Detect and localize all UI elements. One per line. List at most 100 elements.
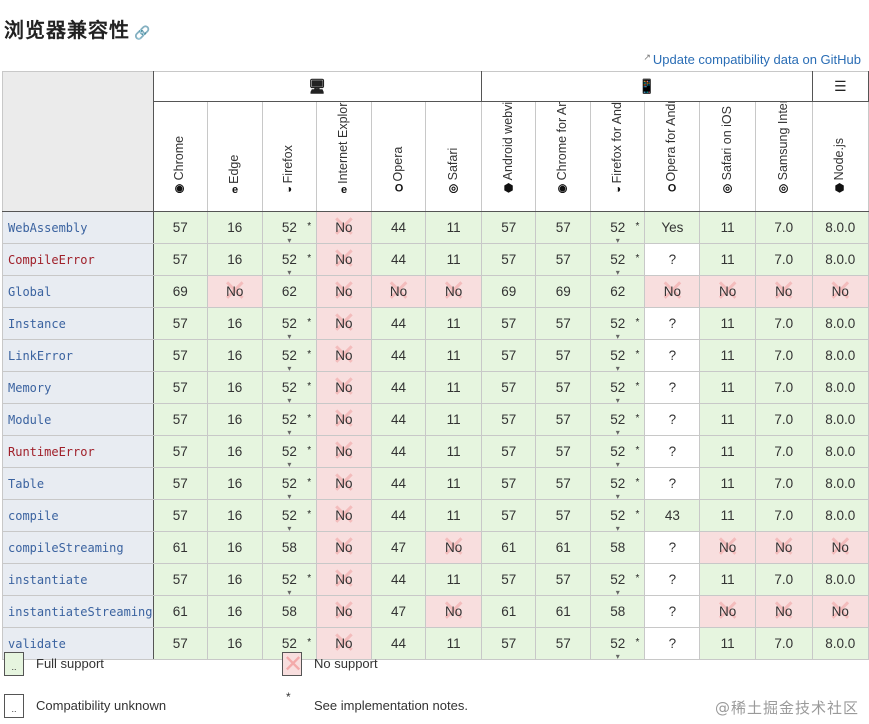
support-cell-yes: 61 bbox=[535, 595, 591, 628]
support-cell-yes: 57 bbox=[535, 211, 591, 244]
feature-name-link[interactable]: validate bbox=[2, 627, 154, 660]
support-cell-yes[interactable]: 52 * ▾ bbox=[589, 403, 646, 436]
expand-notes-icon[interactable]: ▾ bbox=[287, 460, 292, 468]
expand-notes-icon[interactable]: ▾ bbox=[615, 492, 620, 500]
note-marker: * bbox=[307, 221, 312, 232]
github-link-text[interactable]: Update compatibility data on GitHub bbox=[652, 52, 861, 67]
feature-name-link[interactable]: instantiateStreaming bbox=[2, 595, 154, 628]
support-value: No bbox=[335, 220, 353, 235]
support-value: 57 bbox=[172, 412, 188, 427]
support-cell-yes[interactable]: 52 * ▾ bbox=[261, 435, 318, 468]
expand-notes-icon[interactable]: ▾ bbox=[287, 332, 292, 340]
support-cell-yes[interactable]: 52 * ▾ bbox=[261, 371, 318, 404]
browser-name: OOpera bbox=[391, 103, 405, 193]
x-mark-icon: ✕ bbox=[441, 275, 467, 308]
feature-name-link[interactable]: Memory bbox=[2, 371, 154, 404]
support-cell-yes[interactable]: 52 * ▾ bbox=[589, 371, 646, 404]
support-cell-yes: 8.0.0 bbox=[811, 307, 869, 340]
compat-table: 🖥 📱 ☰ ◉Chrome eEdge ◑Firefox eInternet Expl… bbox=[2, 71, 869, 660]
support-cell-yes: 57 bbox=[152, 339, 208, 372]
expand-notes-icon[interactable]: ▾ bbox=[287, 652, 292, 660]
support-value: 16 bbox=[227, 636, 243, 651]
feature-name-link[interactable]: CompileError bbox=[2, 243, 154, 276]
support-cell-yes[interactable]: 52 * ▾ bbox=[589, 435, 646, 468]
support-value: 52 bbox=[610, 572, 626, 587]
support-cell-yes: 61 bbox=[480, 595, 537, 628]
feature-name-link[interactable]: WebAssembly bbox=[2, 211, 154, 244]
expand-notes-icon[interactable]: ▾ bbox=[287, 588, 292, 596]
expand-notes-icon[interactable]: ▾ bbox=[615, 588, 620, 596]
support-value: No bbox=[335, 476, 353, 491]
expand-notes-icon[interactable]: ▾ bbox=[615, 236, 620, 244]
support-cell-yes: 11 bbox=[425, 499, 482, 532]
support-cell-yes[interactable]: 52 * ▾ bbox=[589, 307, 646, 340]
support-cell-yes[interactable]: 52 * ▾ bbox=[261, 499, 318, 532]
feature-name-link[interactable]: Module bbox=[2, 403, 154, 436]
expand-notes-icon[interactable]: ▾ bbox=[615, 428, 620, 436]
feature-name-link[interactable]: Instance bbox=[2, 307, 154, 340]
expand-notes-icon[interactable]: ▾ bbox=[615, 396, 620, 404]
feature-name-link[interactable]: LinkError bbox=[2, 339, 154, 372]
expand-notes-icon[interactable]: ▾ bbox=[615, 268, 620, 276]
support-cell-yes[interactable]: 52 * ▾ bbox=[261, 563, 318, 596]
support-cell-yes[interactable]: 52 * ▾ bbox=[261, 339, 318, 372]
support-cell-yes: 8.0.0 bbox=[811, 467, 869, 500]
feature-name-link[interactable]: Global bbox=[2, 275, 154, 308]
support-value: 57 bbox=[501, 636, 517, 651]
support-cell-yes[interactable]: 52 * ▾ bbox=[261, 627, 318, 660]
github-update-link[interactable]: ↗ Update compatibility data on GitHub bbox=[643, 52, 861, 67]
support-cell-yes[interactable]: 52 * ▾ bbox=[589, 211, 646, 244]
support-cell-yes: 47 bbox=[370, 531, 427, 564]
support-cell-yes: 44 bbox=[370, 499, 427, 532]
expand-notes-icon[interactable]: ▾ bbox=[615, 364, 620, 372]
support-value: 44 bbox=[391, 220, 407, 235]
expand-notes-icon[interactable]: ▾ bbox=[287, 364, 292, 372]
permalink-icon[interactable]: 🔗 bbox=[134, 26, 152, 41]
support-cell-yes[interactable]: 52 * ▾ bbox=[261, 307, 318, 340]
expand-notes-icon[interactable]: ▾ bbox=[287, 396, 292, 404]
feature-name-link[interactable]: compileStreaming bbox=[2, 531, 154, 564]
expand-notes-icon[interactable]: ▾ bbox=[615, 652, 620, 660]
support-cell-yes[interactable]: 52 * ▾ bbox=[261, 211, 318, 244]
browser-header: ⬢Node.js bbox=[811, 101, 869, 212]
support-cell-yes[interactable]: 52 * ▾ bbox=[589, 627, 646, 660]
expand-notes-icon[interactable]: ▾ bbox=[615, 332, 620, 340]
feature-name-link[interactable]: compile bbox=[2, 499, 154, 532]
feature-name-link[interactable]: Table bbox=[2, 467, 154, 500]
support-value: 52 bbox=[281, 476, 297, 491]
support-cell-yes[interactable]: 52 * ▾ bbox=[589, 467, 646, 500]
browser-header: ◑Firefox for Andr bbox=[589, 101, 646, 212]
support-cell-yes: 7.0 bbox=[754, 499, 813, 532]
support-cell-unknown: ? bbox=[644, 307, 701, 340]
support-cell-yes[interactable]: 52 * ▾ bbox=[589, 243, 646, 276]
browser-name: eEdge bbox=[227, 103, 241, 193]
expand-notes-icon[interactable]: ▾ bbox=[287, 236, 292, 244]
note-marker: * bbox=[635, 349, 640, 360]
note-marker: * bbox=[307, 477, 312, 488]
support-value: 57 bbox=[172, 348, 188, 363]
expand-notes-icon[interactable]: ▾ bbox=[287, 428, 292, 436]
support-cell-yes[interactable]: 52 * ▾ bbox=[589, 499, 646, 532]
support-cell-no: ✕ No bbox=[699, 595, 756, 628]
support-cell-yes: 61 bbox=[152, 595, 208, 628]
x-mark-icon: ✕ bbox=[331, 243, 357, 276]
support-value: 57 bbox=[555, 252, 571, 267]
support-cell-yes[interactable]: 52 * ▾ bbox=[261, 467, 318, 500]
feature-name-link[interactable]: instantiate bbox=[2, 563, 154, 596]
table-row: instantiate 57 16 52 * ▾ ✕ No 44 11 57 57 52 * ▾? 11 7.0… bbox=[2, 563, 869, 596]
support-value: 8.0.0 bbox=[825, 572, 856, 587]
expand-notes-icon[interactable]: ▾ bbox=[615, 524, 620, 532]
support-cell-yes[interactable]: 52 * ▾ bbox=[261, 243, 318, 276]
note-marker: * bbox=[635, 477, 640, 488]
feature-name-link[interactable]: RuntimeError bbox=[2, 435, 154, 468]
expand-notes-icon[interactable]: ▾ bbox=[287, 492, 292, 500]
support-cell-yes[interactable]: 52 * ▾ bbox=[589, 339, 646, 372]
x-mark-icon: ✕ bbox=[331, 211, 357, 244]
support-value: 69 bbox=[501, 284, 517, 299]
expand-notes-icon[interactable]: ▾ bbox=[287, 268, 292, 276]
expand-notes-icon[interactable]: ▾ bbox=[615, 460, 620, 468]
support-value: 57 bbox=[555, 348, 571, 363]
support-cell-yes[interactable]: 52 * ▾ bbox=[261, 403, 318, 436]
support-cell-yes[interactable]: 52 * ▾ bbox=[589, 563, 646, 596]
expand-notes-icon[interactable]: ▾ bbox=[287, 524, 292, 532]
